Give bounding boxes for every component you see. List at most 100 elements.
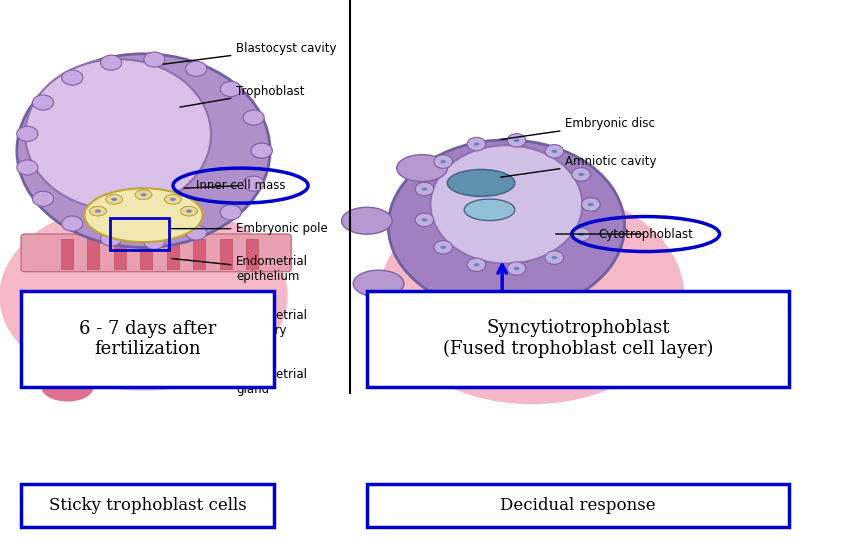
Bar: [220, 239, 232, 269]
Ellipse shape: [143, 52, 165, 67]
Ellipse shape: [32, 95, 53, 110]
Ellipse shape: [95, 209, 101, 213]
Ellipse shape: [430, 145, 582, 264]
Ellipse shape: [143, 234, 165, 249]
Ellipse shape: [587, 203, 593, 206]
FancyBboxPatch shape: [21, 484, 274, 527]
Ellipse shape: [514, 139, 520, 142]
Ellipse shape: [551, 150, 557, 153]
Ellipse shape: [41, 316, 78, 329]
Ellipse shape: [17, 54, 270, 247]
Ellipse shape: [426, 313, 477, 340]
Text: Embryonic disc: Embryonic disc: [500, 117, 655, 139]
Ellipse shape: [526, 316, 576, 343]
FancyBboxPatch shape: [367, 291, 789, 387]
Ellipse shape: [181, 206, 197, 216]
Ellipse shape: [42, 374, 93, 401]
Ellipse shape: [434, 240, 452, 254]
Text: Syncytiotrophoblast
(Fused trophoblast cell layer): Syncytiotrophoblast (Fused trophoblast c…: [443, 320, 713, 358]
Ellipse shape: [514, 267, 520, 270]
Text: Endometrial
epithelium: Endometrial epithelium: [171, 255, 308, 283]
Text: Amniotic cavity: Amniotic cavity: [500, 155, 657, 177]
Ellipse shape: [578, 173, 584, 176]
Text: Trophoblast: Trophoblast: [180, 85, 305, 107]
Text: Endometrial
capillary: Endometrial capillary: [627, 324, 713, 358]
FancyBboxPatch shape: [21, 234, 291, 272]
Ellipse shape: [83, 343, 121, 357]
Ellipse shape: [135, 190, 152, 200]
Ellipse shape: [421, 218, 427, 222]
Bar: [110, 218, 169, 250]
Ellipse shape: [25, 59, 211, 210]
Ellipse shape: [582, 197, 600, 211]
Ellipse shape: [468, 137, 486, 151]
Text: Sticky trophoblast cells: Sticky trophoblast cells: [49, 497, 246, 514]
Ellipse shape: [106, 195, 122, 204]
Ellipse shape: [165, 195, 181, 204]
Ellipse shape: [545, 251, 564, 264]
Ellipse shape: [441, 160, 446, 163]
Ellipse shape: [192, 354, 230, 367]
Ellipse shape: [388, 140, 625, 312]
Text: Blastocyst cavity: Blastocyst cavity: [163, 42, 337, 64]
Ellipse shape: [100, 55, 122, 70]
Ellipse shape: [220, 205, 241, 220]
Ellipse shape: [186, 225, 207, 240]
Ellipse shape: [62, 216, 83, 231]
Bar: [61, 239, 73, 269]
Bar: [87, 239, 99, 269]
FancyBboxPatch shape: [367, 484, 789, 527]
Bar: [140, 239, 152, 269]
Text: Endometrial
gland: Endometrial gland: [87, 368, 308, 396]
Ellipse shape: [170, 198, 176, 201]
Bar: [193, 239, 205, 269]
Bar: [246, 239, 258, 269]
Text: Decidual response: Decidual response: [500, 497, 656, 514]
Ellipse shape: [572, 228, 591, 241]
Ellipse shape: [252, 143, 273, 158]
Text: 6 - 7 days after
fertilization: 6 - 7 days after fertilization: [79, 320, 216, 358]
Text: Endometrial
capillary: Endometrial capillary: [121, 309, 308, 337]
Ellipse shape: [32, 191, 53, 206]
Bar: [114, 239, 126, 269]
Ellipse shape: [62, 70, 83, 85]
Ellipse shape: [100, 231, 122, 246]
Ellipse shape: [235, 327, 272, 341]
Text: Embryonic pole: Embryonic pole: [171, 222, 328, 235]
Ellipse shape: [434, 155, 452, 168]
Ellipse shape: [464, 199, 515, 221]
Ellipse shape: [473, 143, 479, 146]
Ellipse shape: [447, 169, 515, 196]
Ellipse shape: [572, 168, 591, 181]
Ellipse shape: [582, 197, 600, 211]
Ellipse shape: [441, 246, 446, 249]
Ellipse shape: [507, 262, 526, 275]
Ellipse shape: [141, 193, 147, 196]
Ellipse shape: [354, 270, 404, 297]
Text: Cytotrophoblast: Cytotrophoblast: [598, 228, 693, 240]
Ellipse shape: [220, 81, 241, 96]
Ellipse shape: [415, 182, 434, 196]
Ellipse shape: [380, 188, 684, 404]
Ellipse shape: [342, 207, 392, 234]
Ellipse shape: [252, 143, 273, 158]
Ellipse shape: [415, 213, 434, 226]
Ellipse shape: [612, 325, 654, 342]
Ellipse shape: [89, 206, 106, 216]
Ellipse shape: [545, 145, 564, 158]
Ellipse shape: [397, 154, 447, 181]
Ellipse shape: [111, 198, 117, 201]
Bar: [167, 239, 179, 269]
FancyBboxPatch shape: [21, 291, 274, 387]
Ellipse shape: [0, 202, 287, 390]
Ellipse shape: [186, 209, 192, 213]
Ellipse shape: [587, 203, 593, 206]
Ellipse shape: [473, 263, 479, 266]
Ellipse shape: [243, 110, 264, 125]
Ellipse shape: [17, 160, 38, 175]
Ellipse shape: [468, 258, 486, 272]
Ellipse shape: [17, 126, 38, 141]
Ellipse shape: [84, 188, 203, 242]
Ellipse shape: [578, 233, 584, 236]
Text: Inner cell mass: Inner cell mass: [196, 179, 285, 192]
